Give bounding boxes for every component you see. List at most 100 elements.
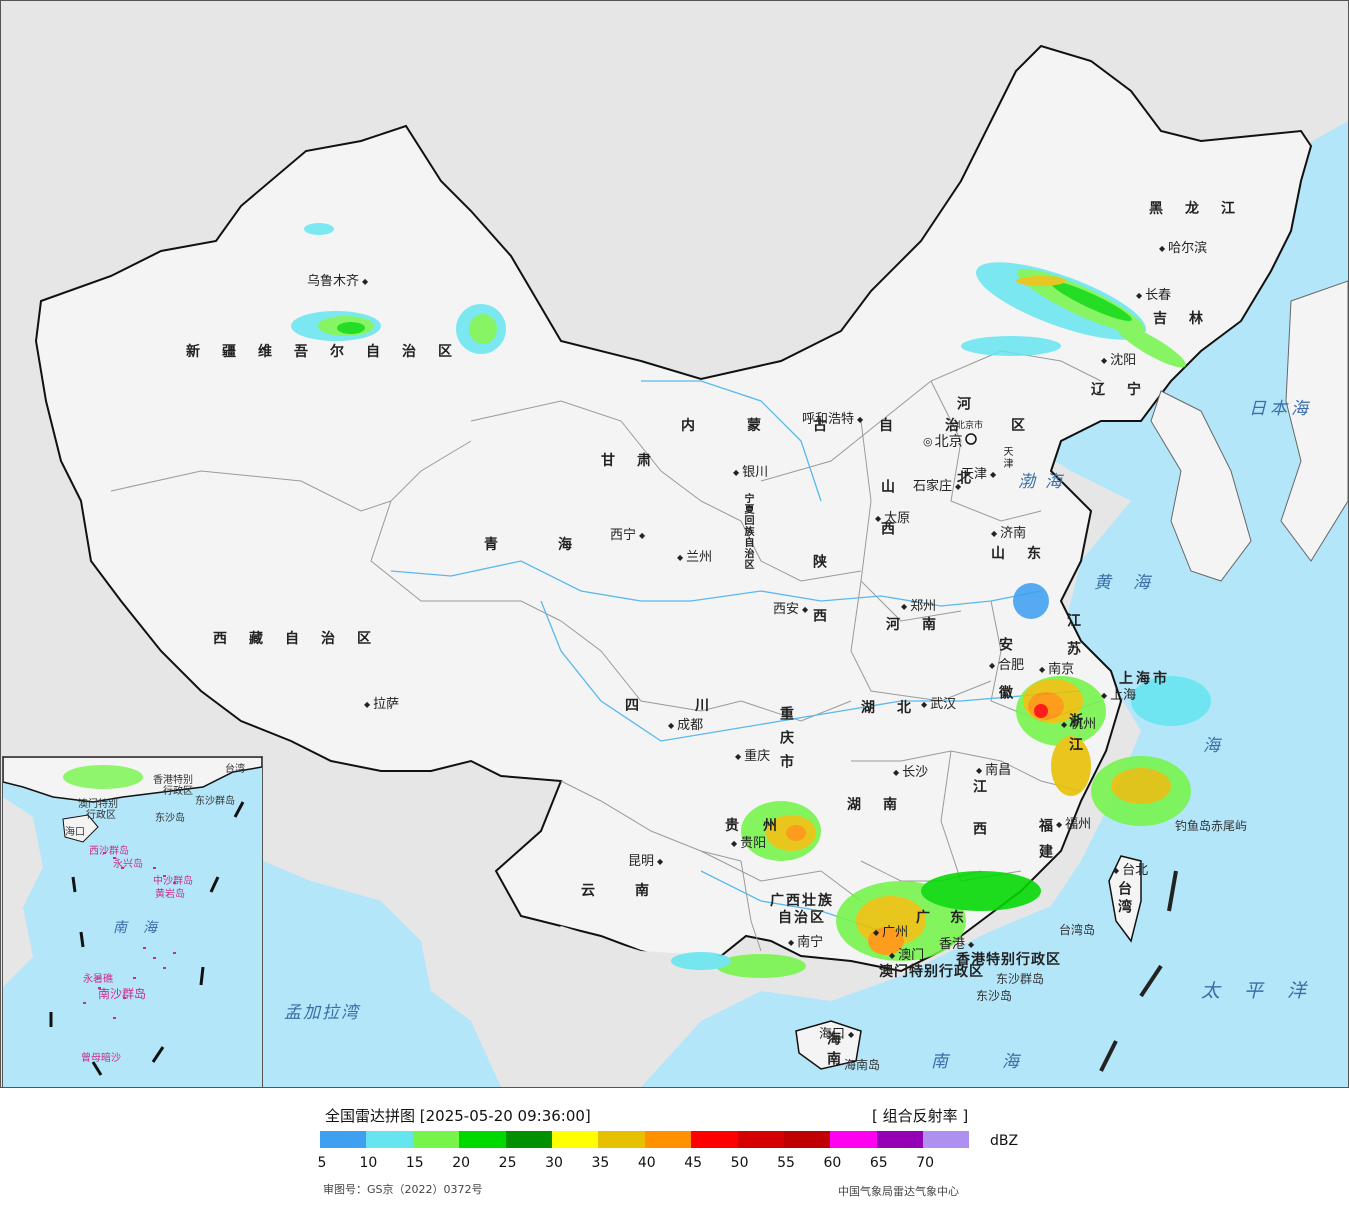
colorbar-swatch <box>830 1131 877 1148</box>
label-hunan: 湖南 <box>847 797 919 813</box>
label-shanghai: 上海市 <box>1119 671 1170 687</box>
label-neimenggu: 内蒙古自治区 <box>681 418 1077 434</box>
city-hohhot: 呼和浩特 <box>802 408 863 427</box>
city-urumqi: 乌鲁木齐 <box>307 270 368 289</box>
label-anhui: 安徽 <box>997 637 1013 733</box>
colorbar-tick-label: 60 <box>823 1155 842 1171</box>
city-taibei: 台北 <box>1113 859 1148 878</box>
inset-hainan <box>62 814 99 843</box>
city-guiyang: 贵阳 <box>731 832 766 851</box>
product-name: [ 组合反射率 ] <box>872 1107 969 1125</box>
city-shanghai: 上海 <box>1101 684 1136 703</box>
city-fuzhou: 福州 <box>1056 813 1091 832</box>
label-guangdong: 广东 <box>916 910 984 926</box>
inset-dsd: 东沙岛 <box>155 813 185 824</box>
colorbar-tick-label: 10 <box>359 1155 378 1171</box>
city-guangzhou: 广州 <box>873 921 908 940</box>
colorbar-tick-label: 30 <box>545 1155 563 1171</box>
city-haikou: 海口 <box>819 1023 854 1042</box>
city-lanzhou: 兰州 <box>677 546 712 565</box>
city-taiyuan: 太原 <box>875 507 910 526</box>
radar-map[interactable]: 新疆维吾尔自治区 西藏自治区 青海 甘肃 内蒙古自治区 黑龙江 吉林 辽宁 河北… <box>0 0 1349 1088</box>
city-xianggang: 香港 <box>939 933 974 952</box>
inset-zengmu: 曾母暗沙 <box>81 1053 121 1064</box>
city-zhengzhou: 郑州 <box>901 595 936 614</box>
city-kunming: 昆明 <box>628 850 663 869</box>
label-beijing-shi: 北京市 <box>956 421 984 431</box>
inset-radar-echo <box>63 765 143 789</box>
inset-huangyan: 黄岩岛 <box>155 889 185 900</box>
city-hangzhou: 杭州 <box>1061 713 1096 732</box>
inset-hk-2: 行政区 <box>163 786 193 797</box>
city-tianjin: 天津 <box>961 463 996 482</box>
city-nanchang: 南昌 <box>976 759 1011 778</box>
label-macau-sar: 澳门特别行政区 <box>879 964 984 980</box>
inset-mo-2: 行政区 <box>86 810 116 821</box>
label-sichuan: 四川 <box>625 698 765 714</box>
island-dongsha-qundao: 东沙群岛 <box>996 972 1045 986</box>
label-xizang: 西藏自治区 <box>213 631 393 647</box>
inset-zsqd: 中沙群岛 <box>153 876 193 887</box>
inset-nanhai: 南海 <box>113 920 173 936</box>
radar-echoes-northeast <box>961 262 1186 368</box>
producer-label: 中国气象局雷达气象中心 <box>838 1185 959 1198</box>
colorbar-swatch <box>783 1131 831 1148</box>
label-yunnan: 云南 <box>581 883 689 899</box>
island-dongsha-dao: 东沙岛 <box>976 989 1013 1003</box>
inset-yongshu: 永暑礁 <box>83 974 113 985</box>
sea-ribenhai: 日本海 <box>1249 399 1312 419</box>
colorbar-swatch <box>551 1131 599 1148</box>
sea-bohai: 渤海 <box>1018 472 1072 492</box>
city-changsha: 长沙 <box>893 761 928 780</box>
province-boundaries <box>110 350 1102 952</box>
label-chongqing: 重庆市 <box>778 706 794 778</box>
label-hongkong-sar: 香港特别行政区 <box>956 952 1061 968</box>
label-xinjiang: 新疆维吾尔自治区 <box>186 344 474 360</box>
island-hainan-dao: 海南岛 <box>844 1058 881 1072</box>
colorbar-tick-label: 70 <box>916 1155 935 1171</box>
city-nanjing: 南京 <box>1039 658 1074 677</box>
colorbar-swatch <box>320 1131 367 1148</box>
colorbar-swatch <box>923 1131 970 1148</box>
city-hefei: 合肥 <box>989 654 1024 673</box>
inset-hk-1: 香港特别 <box>153 775 193 786</box>
city-yinchuan: 银川 <box>733 461 768 480</box>
inset-xsqd: 西沙群岛 <box>89 846 129 857</box>
inset-indochina <box>3 797 43 987</box>
city-harbin: 哈尔滨 <box>1159 237 1207 256</box>
city-wuhan: 武汉 <box>921 693 956 712</box>
radar-echoes-southeast <box>671 583 1211 978</box>
colorbar-tick-label: 65 <box>869 1155 888 1171</box>
inset-tw: 台湾 <box>225 764 245 775</box>
legend-panel: 全国雷达拼图 [2025-05-20 09:36:00] [ 组合反射率 ] d… <box>0 1087 1349 1208</box>
colorbar-tick-label: 20 <box>452 1155 471 1171</box>
colorbar-swatch <box>366 1131 413 1148</box>
colorbar-tick-label: 5 <box>317 1155 327 1171</box>
label-fujian: 福建 <box>1037 818 1053 870</box>
label-shandong: 山东 <box>991 546 1063 562</box>
colorbar-tick-label: 45 <box>684 1155 703 1171</box>
city-lhasa: 拉萨 <box>364 693 399 712</box>
island-diaoyu: 钓鱼岛 <box>1175 819 1212 833</box>
colorbar-tick-label: 55 <box>777 1155 795 1171</box>
city-xian: 西安 <box>773 598 808 617</box>
label-gansu: 甘肃 <box>601 453 673 469</box>
colorbar-tick-label: 40 <box>637 1155 656 1171</box>
colorbar-swatch <box>598 1131 645 1148</box>
colorbar-tick-label: 35 <box>591 1155 610 1171</box>
inset-haikou: 海口 <box>65 827 85 838</box>
label-shaanxi: 陕西 <box>811 554 827 662</box>
label-guangxi: 广西壮族自治区 <box>770 893 834 926</box>
label-taiwan: 台湾 <box>1116 881 1132 917</box>
label-heilongjiang: 黑龙江 <box>1149 201 1257 217</box>
colorbar-swatch <box>876 1131 924 1148</box>
label-qinghai: 青海 <box>484 537 632 553</box>
city-changchun: 长春 <box>1136 284 1171 303</box>
japan-coast <box>1280 280 1348 562</box>
colorbar-swatch <box>737 1131 784 1148</box>
city-chengdu: 成都 <box>668 714 703 733</box>
city-xining: 西宁 <box>610 524 645 543</box>
colorbar-tick-label: 50 <box>730 1155 749 1171</box>
inset-dsqd: 东沙群岛 <box>195 796 235 807</box>
label-hubei: 湖北 <box>861 700 933 716</box>
